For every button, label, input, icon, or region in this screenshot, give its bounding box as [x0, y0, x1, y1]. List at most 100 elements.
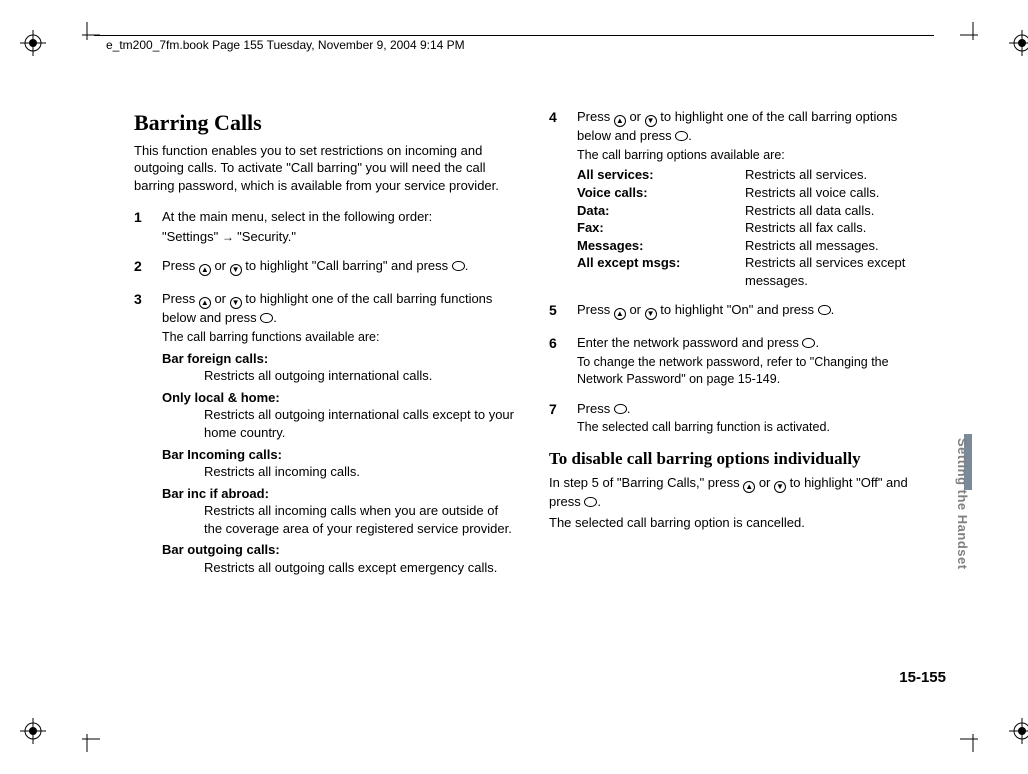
option-label: Voice calls: [577, 184, 745, 202]
reg-target-tl [20, 30, 46, 56]
step-3: 3 Press ▲ or ▼ to highlight one of the c… [134, 290, 519, 580]
step-4: 4 Press ▲ or ▼ to highlight one of the c… [549, 108, 934, 289]
step6-sub: To change the network password, refer to… [577, 354, 934, 388]
left-column: Barring Calls This function enables you … [134, 108, 519, 668]
crop-mark-bl [74, 726, 100, 752]
side-tab: Setting the Handset [948, 434, 972, 614]
option-label: Fax: [577, 219, 745, 237]
down-key-icon: ▼ [230, 264, 242, 276]
option-row: All except msgs:Restricts all services e… [577, 254, 934, 289]
step-6: 6 Enter the network password and press .… [549, 334, 934, 387]
step4-sub: The call barring options available are: [577, 147, 934, 164]
center-key-icon [260, 313, 273, 323]
step-2: 2 Press ▲ or ▼ to highlight "Call barrin… [134, 257, 519, 278]
down-key-icon: ▼ [774, 481, 786, 493]
center-key-icon [584, 497, 597, 507]
step1-path-a: "Settings" [162, 229, 218, 244]
down-key-icon: ▼ [645, 115, 657, 127]
step-number: 2 [134, 257, 162, 278]
def-desc: Restricts all incoming calls. [162, 463, 519, 481]
center-key-icon [452, 261, 465, 271]
step-1: 1 At the main menu, select in the follow… [134, 208, 519, 245]
def-term: Bar Incoming calls: [162, 446, 519, 464]
page-content: Barring Calls This function enables you … [134, 108, 934, 668]
step-5: 5 Press ▲ or ▼ to highlight "On" and pre… [549, 301, 934, 322]
step5-text: Press ▲ or ▼ to highlight "On" and press… [577, 301, 934, 320]
option-value: Restricts all services except messages. [745, 254, 934, 289]
step3-sub: The call barring functions available are… [162, 329, 519, 346]
up-key-icon: ▲ [614, 308, 626, 320]
reg-target-tr [1009, 30, 1028, 56]
option-value: Restricts all fax calls. [745, 219, 934, 237]
step-body: Press ▲ or ▼ to highlight one of the cal… [162, 290, 519, 580]
reg-target-bl [20, 718, 46, 744]
up-key-icon: ▲ [199, 264, 211, 276]
option-value: Restricts all data calls. [745, 202, 934, 220]
def-desc: Restricts all outgoing international cal… [162, 406, 519, 441]
intro-paragraph: This function enables you to set restric… [134, 142, 519, 195]
up-key-icon: ▲ [614, 115, 626, 127]
def-term: Bar foreign calls: [162, 350, 519, 368]
step-body: Press ▲ or ▼ to highlight one of the cal… [577, 108, 934, 289]
step-number: 1 [134, 208, 162, 245]
step-number: 3 [134, 290, 162, 580]
center-key-icon [802, 338, 815, 348]
step-body: Press ▲ or ▼ to highlight "Call barring"… [162, 257, 519, 278]
def-desc: Restricts all outgoing calls except emer… [162, 559, 519, 577]
center-key-icon [818, 305, 831, 315]
option-label: All except msgs: [577, 254, 745, 289]
crop-mark-tr [960, 22, 986, 48]
def-term: Only local & home: [162, 389, 519, 407]
step1-path-b: "Security." [237, 229, 296, 244]
up-key-icon: ▲ [199, 297, 211, 309]
def-desc: Restricts all outgoing international cal… [162, 367, 519, 385]
step6-text: Enter the network password and press . [577, 334, 934, 352]
def-desc: Restricts all incoming calls when you ar… [162, 502, 519, 537]
right-column: 4 Press ▲ or ▼ to highlight one of the c… [549, 108, 934, 668]
crop-mark-br [960, 726, 986, 752]
step-number: 7 [549, 400, 577, 436]
option-row: Voice calls:Restricts all voice calls. [577, 184, 934, 202]
step-body: Enter the network password and press . T… [577, 334, 934, 387]
disable-para2: The selected call barring option is canc… [549, 514, 934, 532]
page-header-info: e_tm200_7fm.book Page 155 Tuesday, Novem… [106, 38, 465, 52]
page-number: 15-155 [899, 669, 946, 686]
option-label: Data: [577, 202, 745, 220]
step3-text: Press ▲ or ▼ to highlight one of the cal… [162, 290, 519, 327]
arrow-icon: → [222, 230, 237, 244]
side-tab-text: Setting the Handset [955, 438, 970, 570]
option-value: Restricts all services. [745, 166, 934, 184]
step-body: At the main menu, select in the followin… [162, 208, 519, 245]
definition-list: Bar foreign calls: Restricts all outgoin… [162, 350, 519, 577]
def-term: Bar outgoing calls: [162, 541, 519, 559]
step1-line1: At the main menu, select in the followin… [162, 208, 519, 226]
option-row: All services:Restricts all services. [577, 166, 934, 184]
step-number: 6 [549, 334, 577, 387]
step-body: Press . The selected call barring functi… [577, 400, 934, 436]
option-row: Messages:Restricts all messages. [577, 237, 934, 255]
step-number: 5 [549, 301, 577, 322]
disable-para1: In step 5 of "Barring Calls," press ▲ or… [549, 474, 934, 511]
center-key-icon [614, 404, 627, 414]
step1-line2: "Settings" → "Security." [162, 228, 519, 246]
def-term: Bar inc if abroad: [162, 485, 519, 503]
option-label: All services: [577, 166, 745, 184]
option-label: Messages: [577, 237, 745, 255]
option-value: Restricts all voice calls. [745, 184, 934, 202]
down-key-icon: ▼ [230, 297, 242, 309]
option-row: Data:Restricts all data calls. [577, 202, 934, 220]
reg-target-br [1009, 718, 1028, 744]
step2-text: Press ▲ or ▼ to highlight "Call barring"… [162, 257, 519, 276]
option-row: Fax:Restricts all fax calls. [577, 219, 934, 237]
step-7: 7 Press . The selected call barring func… [549, 400, 934, 436]
step-number: 4 [549, 108, 577, 289]
section-title: Barring Calls [134, 108, 519, 138]
header-rule [94, 35, 934, 36]
subsection-title: To disable call barring options individu… [549, 448, 934, 471]
step7-sub: The selected call barring function is ac… [577, 419, 934, 436]
options-table: All services:Restricts all services. Voi… [577, 166, 934, 289]
option-value: Restricts all messages. [745, 237, 934, 255]
step4-text: Press ▲ or ▼ to highlight one of the cal… [577, 108, 934, 145]
step7-text: Press . [577, 400, 934, 418]
down-key-icon: ▼ [645, 308, 657, 320]
